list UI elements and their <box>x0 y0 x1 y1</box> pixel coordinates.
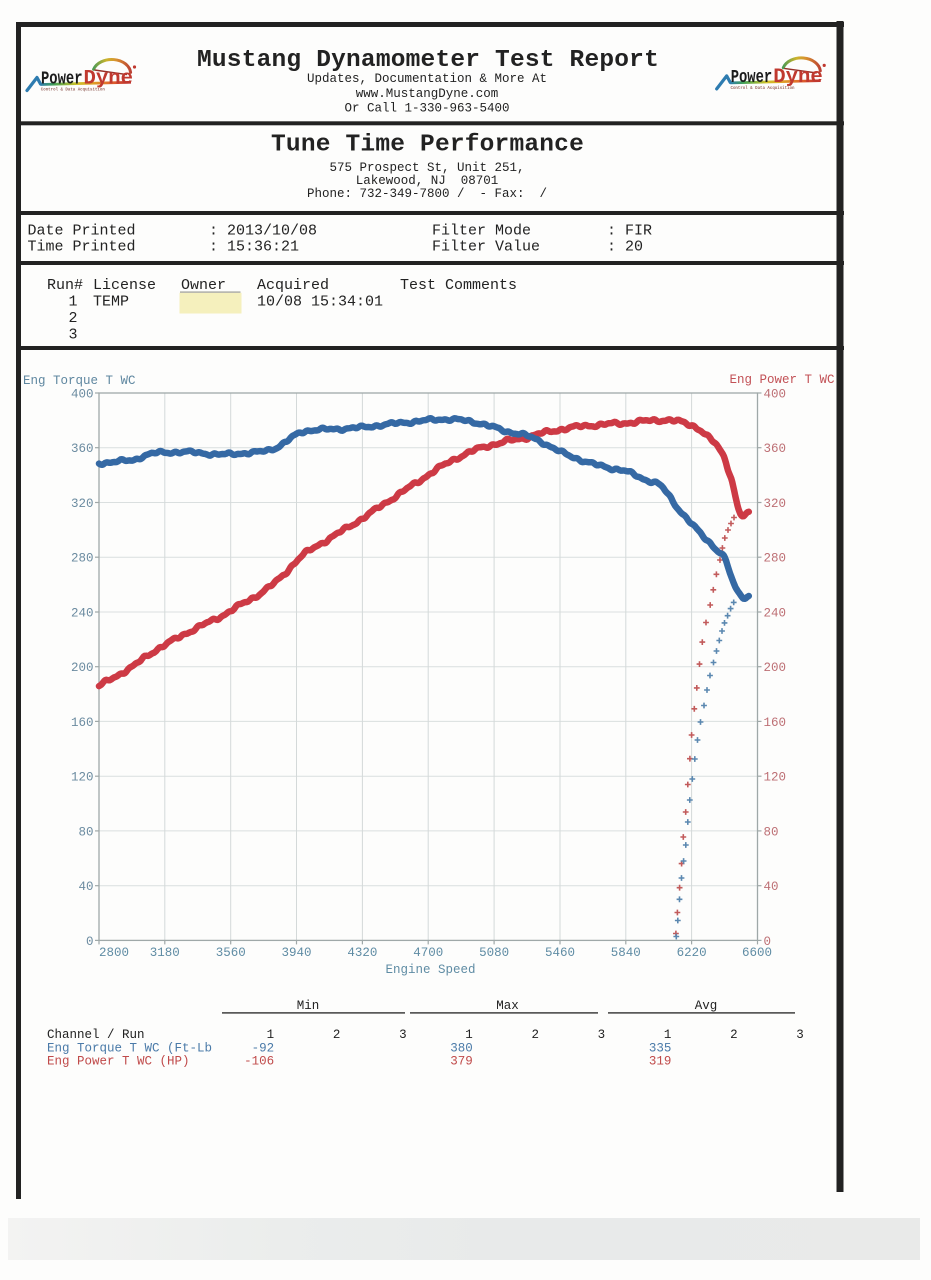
svg-text:80: 80 <box>78 825 93 839</box>
svg-text:120: 120 <box>764 771 787 785</box>
svg-text:400: 400 <box>71 387 94 401</box>
svg-text:Test Comments: Test Comments <box>400 277 517 294</box>
svg-text:0: 0 <box>764 935 772 949</box>
svg-text:3940: 3940 <box>281 946 311 960</box>
svg-text:240: 240 <box>71 606 94 620</box>
svg-text:6600: 6600 <box>742 946 772 960</box>
svg-text:2: 2 <box>69 310 78 327</box>
svg-text:160: 160 <box>71 716 94 730</box>
svg-text:Run#: Run# <box>47 277 83 294</box>
svg-text:Engine Speed: Engine Speed <box>385 963 475 977</box>
svg-text:Channel / Run: Channel / Run <box>47 1028 145 1042</box>
svg-text:40: 40 <box>78 880 93 894</box>
svg-text:: 2013/10/08: : 2013/10/08 <box>209 223 317 240</box>
svg-text:-106: -106 <box>244 1055 274 1069</box>
svg-text:: FIR: : FIR <box>607 223 652 240</box>
svg-text:Filter Mode: Filter Mode <box>432 223 531 240</box>
svg-text:40: 40 <box>764 880 779 894</box>
svg-text:1: 1 <box>664 1028 672 1042</box>
svg-text:6220: 6220 <box>677 946 707 960</box>
svg-text:Acquired: Acquired <box>257 277 329 294</box>
svg-text:TEMP: TEMP <box>93 294 129 311</box>
svg-text:Eng Power T WC: Eng Power T WC <box>730 373 835 387</box>
svg-text:Dyne: Dyne <box>84 68 134 91</box>
svg-text:335: 335 <box>649 1042 672 1056</box>
svg-text:1: 1 <box>267 1028 275 1042</box>
svg-text:280: 280 <box>71 552 94 566</box>
svg-text:Avg: Avg <box>695 999 718 1013</box>
svg-text:Time Printed: Time Printed <box>28 239 136 256</box>
svg-text:380: 380 <box>450 1042 473 1056</box>
svg-text:Max: Max <box>496 999 519 1013</box>
svg-text:Control & Data Acquisition: Control & Data Acquisition <box>41 88 105 93</box>
svg-text:2: 2 <box>730 1028 738 1042</box>
svg-text:www.MustangDyne.com: www.MustangDyne.com <box>356 87 499 101</box>
svg-text:Phone: 732-349-7800 / - Fax:: Phone: 732-349-7800 / - Fax: / <box>307 187 547 201</box>
svg-text:120: 120 <box>71 771 94 785</box>
svg-text:1: 1 <box>69 294 78 311</box>
svg-text:Eng Torque T WC: Eng Torque T WC <box>23 374 136 388</box>
svg-text:240: 240 <box>764 606 787 620</box>
svg-text:200: 200 <box>764 661 787 675</box>
svg-text:1: 1 <box>465 1028 473 1042</box>
svg-text:: 15:36:21: : 15:36:21 <box>209 239 299 256</box>
svg-text:License: License <box>93 277 156 294</box>
svg-text:2: 2 <box>531 1028 539 1042</box>
svg-text:Owner: Owner <box>181 277 226 294</box>
svg-text:160: 160 <box>764 716 787 730</box>
svg-text:Date Printed: Date Printed <box>28 223 136 240</box>
svg-text:400: 400 <box>764 387 787 401</box>
svg-text:3: 3 <box>598 1028 606 1042</box>
svg-text:Min: Min <box>297 999 320 1013</box>
svg-text:80: 80 <box>764 825 779 839</box>
svg-text:360: 360 <box>764 442 787 456</box>
svg-text:Eng Power T WC (HP): Eng Power T WC (HP) <box>47 1055 190 1069</box>
svg-text:Eng Torque T WC (Ft-Lb: Eng Torque T WC (Ft-Lb <box>47 1042 212 1056</box>
svg-text:Filter Value: Filter Value <box>432 239 540 256</box>
svg-text:379: 379 <box>450 1055 473 1069</box>
svg-text:0: 0 <box>86 935 94 949</box>
svg-text:280: 280 <box>764 552 787 566</box>
svg-text:Mustang Dynamometer Test Repor: Mustang Dynamometer Test Report <box>197 47 659 74</box>
svg-text:2800: 2800 <box>99 946 129 960</box>
svg-text:360: 360 <box>71 442 94 456</box>
svg-text:10/08 15:34:01: 10/08 15:34:01 <box>257 294 383 311</box>
svg-text:320: 320 <box>764 497 787 511</box>
svg-text:5840: 5840 <box>611 946 641 960</box>
svg-text:3: 3 <box>796 1028 804 1042</box>
svg-text:320: 320 <box>71 497 94 511</box>
svg-text:-92: -92 <box>252 1042 275 1056</box>
svg-text:: 20: : 20 <box>607 239 643 256</box>
svg-text:3560: 3560 <box>216 946 246 960</box>
svg-text:3180: 3180 <box>150 946 180 960</box>
svg-text:200: 200 <box>71 661 94 675</box>
svg-text:Updates, Documentation & More: Updates, Documentation & More At <box>307 72 547 86</box>
svg-text:Or Call 1-330-963-5400: Or Call 1-330-963-5400 <box>344 102 509 116</box>
svg-text:Tune Time Performance: Tune Time Performance <box>271 132 584 159</box>
svg-text:Lakewood, NJ 08701: Lakewood, NJ 08701 <box>356 174 499 188</box>
svg-text:5080: 5080 <box>479 946 509 960</box>
svg-text:4700: 4700 <box>413 946 443 960</box>
svg-text:575 Prospect St, Unit 251,: 575 Prospect St, Unit 251, <box>329 161 524 175</box>
svg-text:5460: 5460 <box>545 946 575 960</box>
svg-text:319: 319 <box>649 1055 672 1069</box>
svg-text:3: 3 <box>399 1028 407 1042</box>
svg-text:4320: 4320 <box>347 946 377 960</box>
svg-text:2: 2 <box>333 1028 341 1042</box>
svg-text:Power: Power <box>41 69 83 90</box>
svg-text:3: 3 <box>69 327 78 344</box>
